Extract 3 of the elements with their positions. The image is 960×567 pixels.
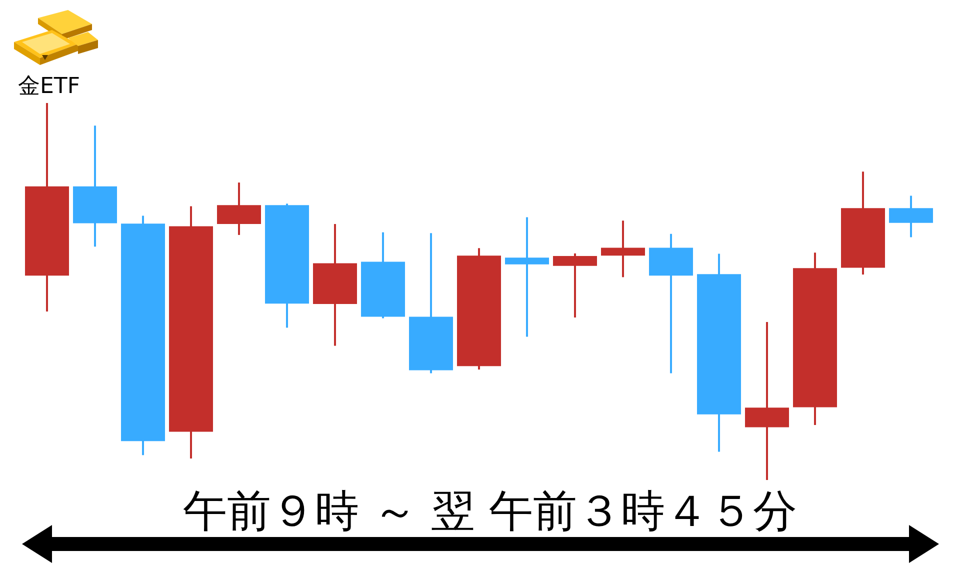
chart-title: 金ETF bbox=[18, 74, 80, 99]
candlestick bbox=[505, 217, 549, 337]
x-axis-title: 午前９時 ～ 翌 午前３時４５分 bbox=[183, 486, 797, 537]
